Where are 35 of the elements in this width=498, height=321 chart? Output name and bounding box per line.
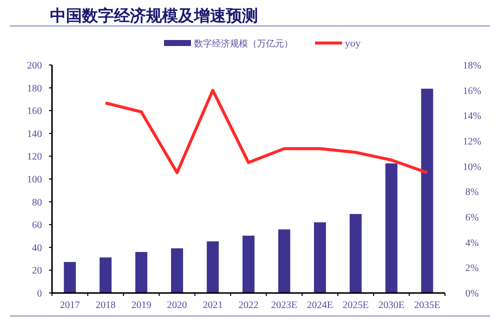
y2-tick-label: 0% <box>465 288 479 300</box>
y-tick-label: 60 <box>32 220 42 232</box>
y-tick-label: 180 <box>27 83 42 94</box>
y-tick-label: 200 <box>27 60 42 72</box>
x-tick-label: 2023E <box>271 300 298 311</box>
x-tick-label: 2035E <box>414 300 440 311</box>
y2-tick-label: 16% <box>462 86 482 97</box>
y-tick-label: 40 <box>32 242 42 254</box>
x-tick-label: 2025E <box>342 300 369 311</box>
x-tick-label: 2021 <box>202 300 223 311</box>
legend-label: yoy <box>344 40 362 50</box>
x-tick-label: 2018 <box>96 300 116 311</box>
y-tick-label: 100 <box>27 174 42 186</box>
legend-label: 数字经济规模（万亿元） <box>194 38 293 50</box>
y-tick-label: 80 <box>32 197 42 208</box>
y2-tick-label: 18% <box>462 60 482 72</box>
y2-tick-label: 4% <box>465 238 479 249</box>
y2-tick-label: 14% <box>462 111 482 122</box>
chart-title: 中国数字经济规模及增速预测 <box>50 6 258 25</box>
y2-tick-label: 10% <box>462 162 482 173</box>
y2-tick-label: 12% <box>462 136 482 148</box>
y-tick-label: 160 <box>27 106 42 118</box>
y-tick-label: 20 <box>32 266 42 277</box>
x-tick-label: 2024E <box>306 300 334 311</box>
y-tick-label: 140 <box>27 128 42 140</box>
x-tick-label: 2022 <box>238 300 258 311</box>
y-tick-label: 0 <box>37 288 42 300</box>
y2-tick-label: 6% <box>465 212 479 224</box>
y-tick-label: 120 <box>27 152 42 163</box>
x-tick-label: 2017 <box>60 300 80 311</box>
x-tick-label: 2020 <box>167 300 188 311</box>
y2-tick-label: 8% <box>465 187 479 198</box>
x-tick-label: 2019 <box>131 300 152 311</box>
y2-tick-label: 2% <box>465 263 479 274</box>
x-tick-label: 2030E <box>378 300 404 311</box>
